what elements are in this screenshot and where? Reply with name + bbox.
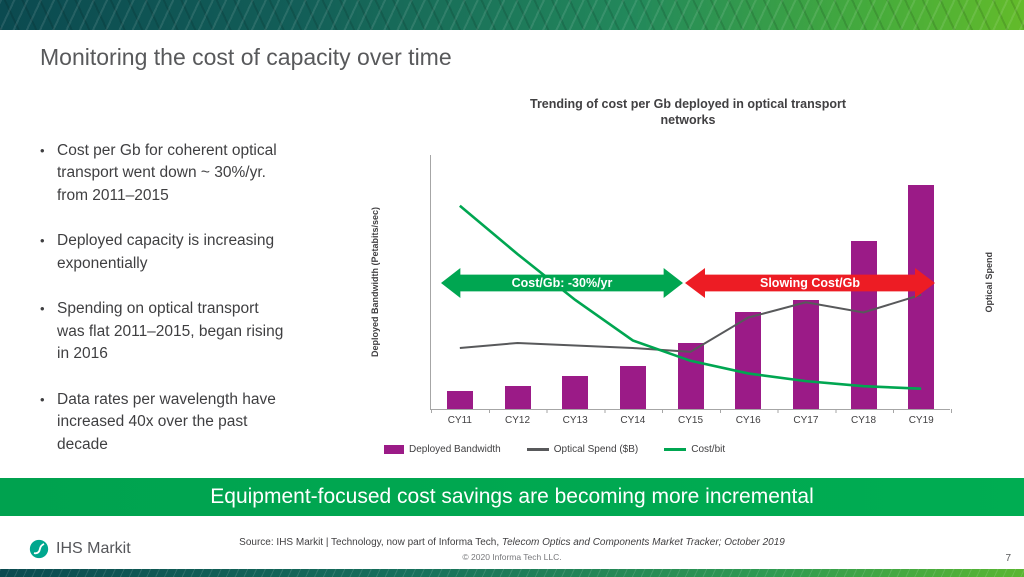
ihs-markit-logo: IHS Markit [28, 538, 131, 560]
bandwidth-bar [619, 365, 646, 409]
x-axis-label: CY12 [505, 415, 531, 426]
footer-source: Source: IHS Markit | Technology, now par… [0, 537, 1024, 562]
ihs-markit-logo-icon [29, 539, 49, 559]
x-axis-label: CY14 [620, 415, 646, 426]
legend-item: Deployed Bandwidth [384, 444, 501, 455]
bullet-item: Data rates per wavelength have increased… [40, 389, 290, 456]
message-banner-text: Equipment-focused cost savings are becom… [210, 485, 814, 508]
legend-swatch [384, 445, 404, 454]
legend-label: Deployed Bandwidth [409, 444, 501, 455]
bandwidth-bar [446, 391, 473, 409]
cost-decline-arrow-label: Cost/Gb: -30%/yr [511, 276, 613, 290]
bandwidth-bar [792, 299, 819, 409]
x-axis-label: CY15 [678, 415, 704, 426]
slowing-cost-arrow-label: Slowing Cost/Gb [760, 276, 860, 290]
bandwidth-bar [735, 312, 762, 409]
bottom-decorative-strip [0, 569, 1024, 577]
x-axis-label: CY13 [562, 415, 588, 426]
legend-item: Cost/bit [664, 444, 725, 455]
y-axis-label-left: Deployed Bandwidth (Petabits/sec) [370, 207, 380, 358]
x-axis-ticks [431, 409, 952, 413]
bandwidth-bar [850, 241, 877, 409]
x-axis-label: CY16 [735, 415, 761, 426]
bandwidth-bar [504, 386, 531, 409]
legend-swatch [664, 448, 687, 451]
y-axis-label-right: Optical Spend [984, 252, 994, 313]
top-decorative-banner [0, 0, 1024, 30]
bullet-item: Deployed capacity is increasing exponent… [40, 230, 290, 275]
page-title: Monitoring the cost of capacity over tim… [40, 44, 452, 70]
plot-area: Cost/Gb: -30%/yr Slowing Cost/Gb CY11 CY1… [430, 155, 952, 426]
line-cost-bit [459, 204, 922, 390]
ihs-markit-logo-text: IHS Markit [56, 540, 131, 557]
bullet-item: Cost per Gb for coherent optical transpo… [40, 140, 290, 207]
x-axis-label: CY11 [447, 415, 472, 426]
x-axis-label: CY19 [908, 415, 934, 426]
source-text: Source: IHS Markit | Technology, now par… [239, 537, 502, 548]
legend-label: Cost/bit [691, 444, 726, 455]
x-axis-label: CY17 [793, 415, 819, 426]
message-banner: Equipment-focused cost savings are becom… [0, 478, 1024, 516]
source-line: Source: IHS Markit | Technology, now par… [0, 537, 1024, 548]
chart-title: Trending of cost per Gb deployed in opti… [530, 97, 846, 128]
legend-label: Optical Spend ($B) [553, 444, 639, 455]
chart-legend: Deployed Bandwidth Optical Spend ($B) Cost… [384, 444, 725, 455]
legend-swatch [526, 448, 549, 451]
source-tracker-name: Telecom Optics and Components Market Tra… [501, 537, 785, 548]
x-axis-labels: CY11 CY12 CY13 CY14 CY15 CY16 CY17 CY18 CY19 [431, 415, 950, 426]
chart: Trending of cost per Gb deployed in opti… [352, 96, 1024, 468]
bullet-list: Cost per Gb for coherent optical transpo… [40, 140, 290, 479]
copyright-text: © 2020 Informa Tech LLC. [462, 552, 562, 562]
x-axis-label: CY18 [851, 415, 877, 426]
bandwidth-bar [562, 375, 589, 409]
bullet-item: Spending on optical transport was flat 2… [40, 298, 290, 365]
legend-item: Optical Spend ($B) [526, 444, 639, 455]
bandwidth-bar [677, 342, 704, 409]
lines-layer [459, 204, 922, 390]
page-number: 7 [1005, 553, 1011, 564]
line-optical-spend-b- [459, 293, 922, 353]
